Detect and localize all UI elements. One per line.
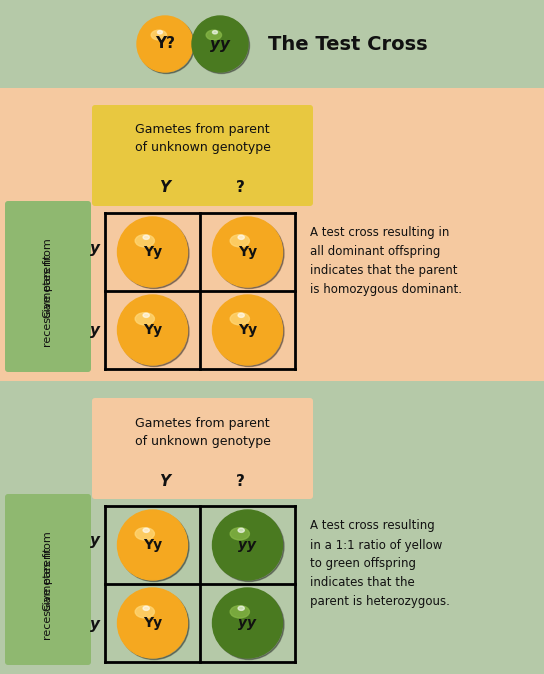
Ellipse shape xyxy=(213,30,218,34)
Text: A test cross resulting
in a 1:1 ratio of yellow
to green offspring
indicates tha: A test cross resulting in a 1:1 ratio of… xyxy=(310,520,450,609)
Text: Yy: Yy xyxy=(143,323,162,337)
Ellipse shape xyxy=(230,606,250,618)
Text: ?: ? xyxy=(236,474,244,489)
Ellipse shape xyxy=(238,313,244,317)
Text: y: y xyxy=(90,324,100,338)
Circle shape xyxy=(119,590,189,659)
Ellipse shape xyxy=(143,528,150,532)
Ellipse shape xyxy=(143,235,150,239)
Text: Gametes from parent: Gametes from parent xyxy=(135,417,270,429)
Text: yy: yy xyxy=(238,538,257,552)
Text: Yy: Yy xyxy=(143,616,162,630)
Ellipse shape xyxy=(135,235,154,247)
Circle shape xyxy=(213,217,282,287)
Text: The Test Cross: The Test Cross xyxy=(268,34,428,53)
Text: Yy: Yy xyxy=(238,245,257,259)
Bar xyxy=(0,381,544,674)
Text: of unknown genotype: of unknown genotype xyxy=(134,142,270,154)
FancyBboxPatch shape xyxy=(5,494,91,665)
Text: yy: yy xyxy=(210,36,230,51)
Circle shape xyxy=(118,588,188,658)
Text: Y?: Y? xyxy=(155,36,175,51)
Ellipse shape xyxy=(135,606,154,618)
Bar xyxy=(0,88,544,381)
Text: y: y xyxy=(90,534,100,549)
Ellipse shape xyxy=(157,30,163,34)
Circle shape xyxy=(119,297,189,367)
Ellipse shape xyxy=(230,313,250,325)
Text: Yy: Yy xyxy=(238,323,257,337)
Circle shape xyxy=(214,590,284,659)
Text: y: y xyxy=(90,241,100,255)
FancyBboxPatch shape xyxy=(92,398,313,499)
Ellipse shape xyxy=(135,528,154,540)
Ellipse shape xyxy=(143,313,150,317)
Circle shape xyxy=(214,297,284,367)
Circle shape xyxy=(139,18,195,73)
Circle shape xyxy=(214,218,284,288)
Circle shape xyxy=(213,295,282,365)
Ellipse shape xyxy=(206,30,221,40)
Circle shape xyxy=(118,295,188,365)
Circle shape xyxy=(137,16,193,72)
Ellipse shape xyxy=(230,528,250,540)
FancyBboxPatch shape xyxy=(92,105,313,206)
Circle shape xyxy=(119,218,189,288)
Text: Yy: Yy xyxy=(143,538,162,552)
Ellipse shape xyxy=(135,313,154,325)
Text: A test cross resulting in
all dominant offspring
indicates that the parent
is ho: A test cross resulting in all dominant o… xyxy=(310,226,462,296)
Circle shape xyxy=(192,16,248,72)
Circle shape xyxy=(214,512,284,582)
Text: y: y xyxy=(90,617,100,632)
Text: of unknown genotype: of unknown genotype xyxy=(134,435,270,448)
Text: recessive parent: recessive parent xyxy=(43,547,53,640)
Text: yy: yy xyxy=(238,616,257,630)
Text: Y: Y xyxy=(159,474,170,489)
Circle shape xyxy=(119,512,189,582)
Circle shape xyxy=(213,588,282,658)
Ellipse shape xyxy=(143,606,150,611)
Text: Gametes from parent: Gametes from parent xyxy=(135,123,270,137)
Ellipse shape xyxy=(230,235,250,247)
Text: ?: ? xyxy=(236,181,244,195)
Text: Gametes from: Gametes from xyxy=(43,239,53,318)
FancyBboxPatch shape xyxy=(5,201,91,372)
Ellipse shape xyxy=(238,235,244,239)
Ellipse shape xyxy=(151,30,166,40)
Circle shape xyxy=(194,18,250,73)
Text: Y: Y xyxy=(159,181,170,195)
Circle shape xyxy=(118,217,188,287)
Text: Gametes from: Gametes from xyxy=(43,532,53,611)
Circle shape xyxy=(118,510,188,580)
Text: Yy: Yy xyxy=(143,245,162,259)
Circle shape xyxy=(213,510,282,580)
Text: recessive parent: recessive parent xyxy=(43,254,53,346)
Ellipse shape xyxy=(238,528,244,532)
Ellipse shape xyxy=(238,606,244,611)
